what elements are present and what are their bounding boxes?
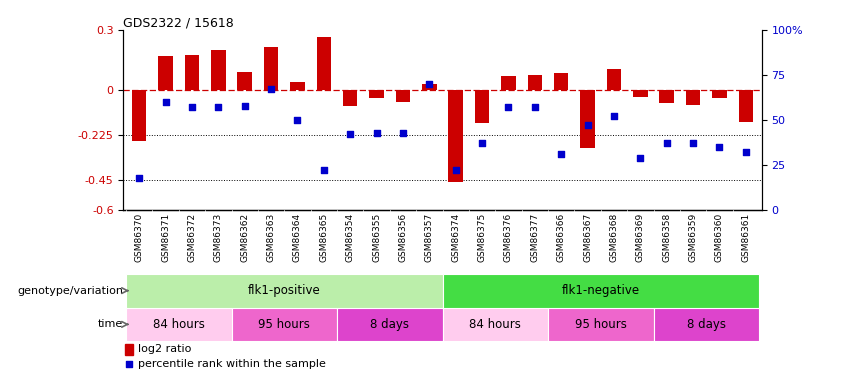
Point [159,99,173,105]
Bar [237,72,252,90]
Text: GSM86371: GSM86371 [161,213,170,262]
Point [397,130,410,136]
Bar [633,90,648,97]
Bar [125,344,133,355]
Text: GSM86355: GSM86355 [372,213,381,262]
Text: GSM86360: GSM86360 [715,213,724,262]
Bar [369,90,384,98]
Bar [548,308,654,341]
Bar [686,90,700,105]
Text: GSM86358: GSM86358 [662,213,671,262]
Bar [660,90,674,103]
Bar [132,90,146,141]
Text: genotype/variation: genotype/variation [17,286,123,296]
Point [344,131,357,137]
Point [370,130,384,136]
Text: 8 days: 8 days [687,318,726,331]
Bar [211,50,226,90]
Point [660,140,673,146]
Text: GSM86354: GSM86354 [346,213,355,262]
Text: GSM86373: GSM86373 [214,213,223,262]
Bar [337,308,443,341]
Text: GSM86376: GSM86376 [504,213,513,262]
Bar [554,73,568,90]
Text: GSM86357: GSM86357 [425,213,434,262]
Text: GSM86369: GSM86369 [636,213,645,262]
Bar [607,69,621,90]
Bar [712,90,727,98]
Point [133,175,146,181]
Point [291,117,305,123]
Point [580,122,594,128]
Bar [475,90,489,123]
Text: GSM86372: GSM86372 [187,213,197,262]
Text: GSM86362: GSM86362 [240,213,249,262]
Text: 8 days: 8 days [370,318,409,331]
Text: GSM86359: GSM86359 [688,213,698,262]
Text: percentile rank within the sample: percentile rank within the sample [138,359,326,369]
Text: GSM86365: GSM86365 [319,213,328,262]
Text: GSM86363: GSM86363 [266,213,276,262]
Bar [422,84,437,90]
Text: 95 hours: 95 hours [574,318,626,331]
Text: 84 hours: 84 hours [470,318,521,331]
Bar [654,308,759,341]
Point [317,167,331,173]
Bar [126,274,443,308]
Bar [501,76,516,90]
Text: time: time [98,320,123,329]
Bar [580,90,595,148]
Text: GSM86367: GSM86367 [583,213,592,262]
Bar [126,308,231,341]
Bar [343,90,357,106]
Text: 84 hours: 84 hours [153,318,205,331]
Point [122,361,135,367]
Text: flk1-negative: flk1-negative [562,284,640,297]
Point [423,81,437,87]
Bar [185,55,199,90]
Text: GSM86356: GSM86356 [398,213,408,262]
Text: GSM86361: GSM86361 [741,213,751,262]
Point [186,104,199,110]
Text: GSM86368: GSM86368 [609,213,619,262]
Text: GSM86374: GSM86374 [451,213,460,262]
Point [554,151,568,157]
Text: GDS2322 / 15618: GDS2322 / 15618 [123,17,234,30]
Point [686,140,700,146]
Bar [739,90,753,122]
Text: 95 hours: 95 hours [259,318,311,331]
Text: GSM86375: GSM86375 [477,213,487,262]
Bar [448,90,463,182]
Bar [317,37,331,90]
Bar [231,308,337,341]
Point [501,104,515,110]
Bar [264,47,278,90]
Point [238,103,252,109]
Text: GSM86364: GSM86364 [293,213,302,262]
Text: log2 ratio: log2 ratio [138,344,191,354]
Point [528,104,541,110]
Text: GSM86377: GSM86377 [530,213,540,262]
Point [212,104,226,110]
Bar [290,82,305,90]
Bar [396,90,410,102]
Bar [158,56,173,90]
Point [739,149,752,155]
Point [448,167,462,173]
Point [633,155,647,161]
Text: GSM86366: GSM86366 [557,213,566,262]
Point [712,144,726,150]
Point [265,86,278,92]
Point [607,113,620,119]
Point [475,140,488,146]
Text: GSM86370: GSM86370 [134,213,144,262]
Text: flk1-positive: flk1-positive [248,284,321,297]
Bar [443,308,548,341]
Bar [443,274,759,308]
Bar [528,75,542,90]
